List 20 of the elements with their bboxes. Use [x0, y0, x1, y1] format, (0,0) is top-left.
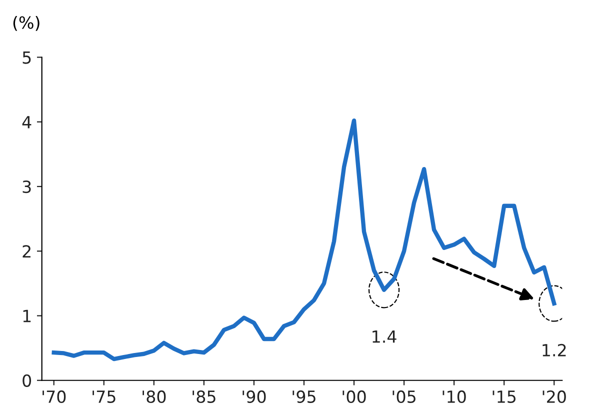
- x-tick-label: '70: [42, 390, 66, 403]
- x-tick-label: '75: [92, 390, 116, 403]
- y-axis-title: (%): [13, 16, 40, 31]
- y-tick-label: 1: [23, 310, 31, 322]
- x-tick-label: '95: [292, 390, 316, 403]
- x-tick-label: '10: [442, 390, 466, 403]
- y-tick-label: 2: [22, 245, 30, 258]
- annotation: 1.4: [372, 330, 396, 343]
- y-tick-label: 5: [22, 51, 31, 64]
- y-tick-label: 0: [22, 374, 32, 387]
- x-tick-label: '05: [392, 390, 416, 403]
- x-tick-label: '20: [542, 390, 566, 403]
- x-tick-label: '90: [242, 390, 266, 403]
- x-tick-label: '85: [192, 390, 216, 403]
- x-tick-label: '00: [342, 390, 366, 403]
- y-tick-label: 4: [22, 116, 32, 128]
- annotation: 1.2: [542, 344, 566, 356]
- x-tick-label: '80: [142, 390, 166, 403]
- x-tick-label: '15: [492, 390, 516, 403]
- y-tick-label: 3: [22, 180, 31, 194]
